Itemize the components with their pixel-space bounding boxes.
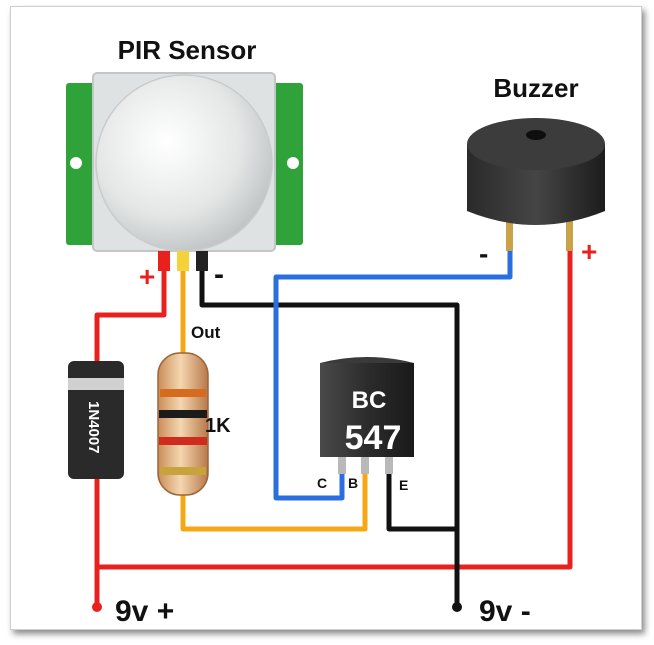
pin-e-label: E (399, 477, 408, 493)
buzzer (467, 118, 605, 251)
buzzer-plus-label: + (581, 236, 597, 267)
pir-pin-out (177, 251, 189, 271)
pir-plus-label: + (139, 261, 155, 292)
resistor-label: 1K (205, 415, 231, 437)
pir-pcb-left (66, 83, 98, 245)
transistor-label-bc: BC (352, 387, 387, 414)
transistor (320, 357, 414, 474)
positive-wire (94, 241, 573, 607)
transistor-label-547: 547 (345, 419, 402, 457)
pin-c-label: C (317, 475, 327, 491)
diode-label: 1N4007 (85, 401, 102, 454)
resistor (157, 352, 209, 496)
blue-wire (273, 241, 513, 501)
negative-wire (199, 263, 460, 607)
diode (68, 361, 124, 479)
supply-plus-label: 9v + (115, 595, 174, 628)
pir-pin-plus (158, 251, 170, 271)
out-label: Out (191, 323, 221, 342)
supply-minus-terminal (452, 602, 462, 612)
pir-minus-label: - (214, 258, 224, 291)
pir-dome (95, 74, 273, 252)
pin-b-label: B (348, 475, 358, 491)
buzzer-label: Buzzer (493, 73, 578, 103)
orange-wire (180, 263, 368, 532)
pir-pin-minus (196, 251, 208, 271)
supply-minus-label: 9v - (479, 595, 531, 628)
pir-sensor (66, 72, 303, 271)
pir-pcb-right (271, 83, 303, 245)
circuit-diagram: PIR Sensor Buzzer + - Out 1K 1N4007 BC 5… (10, 6, 642, 630)
buzzer-minus-label: - (479, 238, 488, 269)
pir-sensor-label: PIR Sensor (118, 35, 257, 65)
supply-plus-terminal (92, 602, 102, 612)
